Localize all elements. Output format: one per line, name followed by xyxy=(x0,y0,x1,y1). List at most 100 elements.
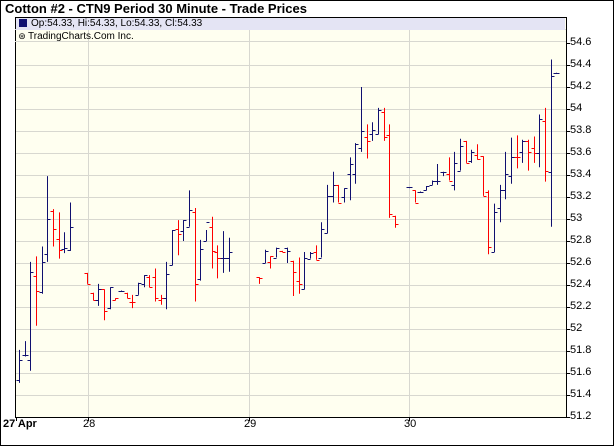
ohlc-bar xyxy=(358,87,365,152)
ohlc-bar xyxy=(296,257,303,294)
ohlc-bar xyxy=(186,190,193,228)
y-tick-label: 53.2 xyxy=(570,190,592,202)
ohlc-bar xyxy=(502,151,509,200)
ohlc-bar xyxy=(175,220,182,256)
ohlc-bar xyxy=(203,222,210,242)
ohlc-bar xyxy=(457,138,464,172)
legend-ohlc-row: Op:54.33, Hi:54.33, Lo:54.33, Cl:54.33 xyxy=(16,18,565,30)
ohlc-bar xyxy=(22,341,29,357)
ohlc-bar xyxy=(542,107,549,182)
ohlc-bar xyxy=(273,247,280,259)
ohlc-bar xyxy=(341,188,348,203)
ohlc-bar xyxy=(84,272,91,285)
ohlc-bar xyxy=(118,290,125,292)
ohlc-bar xyxy=(101,289,108,321)
plot-border xyxy=(15,17,567,418)
ohlc-bar xyxy=(307,252,314,260)
y-tick-label: 51.8 xyxy=(570,344,592,356)
ohlc-bar xyxy=(61,232,68,254)
ohlc-bar xyxy=(301,252,308,290)
y-tick-label: 54.4 xyxy=(570,58,592,70)
ohlc-bar xyxy=(313,245,320,261)
ohlc-bar xyxy=(141,275,148,288)
ohlc-bar xyxy=(146,275,153,288)
ohlc-bar xyxy=(347,157,354,201)
ohlc-bar xyxy=(519,139,526,163)
ohlc-bar xyxy=(226,237,233,272)
ohlc-bar xyxy=(318,222,325,259)
y-tick-label: 52 xyxy=(570,322,583,334)
ohlc-bar xyxy=(412,190,419,204)
legend-copyright-row: ⊛ TradingCharts.Com Inc. xyxy=(16,30,565,42)
ohlc-bar xyxy=(67,202,74,251)
ohlc-bar xyxy=(163,261,170,310)
ohlc-bar xyxy=(381,107,388,141)
ohlc-bar xyxy=(39,246,46,294)
ohlc-bar xyxy=(386,124,393,218)
y-tick-label: 51.2 xyxy=(570,410,592,422)
y-tick-label: 51.4 xyxy=(570,388,592,400)
ohlc-bar xyxy=(451,151,458,191)
ohlc-bar xyxy=(95,283,102,306)
ohlc-bar xyxy=(112,298,119,301)
copyright-icon: ⊛ xyxy=(18,31,26,41)
ohlc-bar xyxy=(290,260,297,296)
ohlc-bar xyxy=(44,176,51,262)
chart-title: Cotton #2 - CTN9 Period 30 Minute - Trad… xyxy=(5,1,307,16)
ohlc-readout: Op:54.33, Hi:54.33, Lo:54.33, Cl:54.33 xyxy=(31,18,203,29)
ohlc-bar xyxy=(209,216,216,269)
ohlc-bar xyxy=(440,171,447,177)
ohlc-bar xyxy=(107,287,114,310)
ohlc-bar xyxy=(352,143,359,184)
y-tick-label: 52.4 xyxy=(570,278,592,290)
y-tick-label: 52.8 xyxy=(570,234,592,246)
ohlc-bar xyxy=(375,107,382,135)
y-tick-label: 54.2 xyxy=(570,80,592,92)
ohlc-bar xyxy=(135,282,142,296)
x-tick-label: 29 xyxy=(244,418,257,430)
ohlc-bar xyxy=(279,250,286,253)
ohlc-bar xyxy=(192,208,199,302)
ohlc-bar xyxy=(27,261,34,371)
y-tick-label: 53.4 xyxy=(570,168,592,180)
plot-area xyxy=(15,17,566,417)
ohlc-bar xyxy=(180,220,187,241)
ohlc-bar xyxy=(508,137,515,184)
y-tick-label: 54.6 xyxy=(570,36,592,48)
ohlc-bar xyxy=(423,186,430,191)
ohlc-bar xyxy=(480,156,487,197)
ohlc-bar xyxy=(262,249,269,264)
ohlc-bar xyxy=(417,191,424,193)
ohlc-bar xyxy=(446,157,453,182)
ohlc-bar xyxy=(220,231,227,273)
ohlc-bar xyxy=(434,164,441,185)
copyright-text: TradingCharts.Com Inc. xyxy=(28,31,134,42)
x-tick-label: 28 xyxy=(83,418,96,430)
y-tick-label: 53 xyxy=(570,212,583,224)
ohlc-bar xyxy=(152,268,159,302)
ohlc-bar xyxy=(256,277,263,284)
ohlc-bar xyxy=(553,72,560,74)
y-tick-label: 51.6 xyxy=(570,366,592,378)
ohlc-bar xyxy=(536,114,543,168)
y-tick-label: 53.8 xyxy=(570,124,592,136)
ohlc-bar xyxy=(214,245,221,279)
ohlc-bar xyxy=(124,292,131,299)
ohlc-bar xyxy=(324,184,331,234)
y-tick-label: 54 xyxy=(570,102,583,114)
ohlc-bar xyxy=(491,203,498,253)
ohlc-bar xyxy=(129,294,136,309)
series-color-swatch xyxy=(19,19,27,27)
ohlc-bar xyxy=(284,247,291,263)
y-tick-label: 52.6 xyxy=(570,256,592,268)
ohlc-bar xyxy=(267,256,274,269)
ohlc-bar xyxy=(364,124,371,159)
ohlc-bar xyxy=(548,59,555,227)
ohlc-bar xyxy=(406,187,413,189)
ohlc-bar xyxy=(169,230,176,266)
ohlc-bar xyxy=(369,122,376,141)
ohlc-bar xyxy=(468,149,475,163)
ohlc-bar xyxy=(514,135,521,169)
